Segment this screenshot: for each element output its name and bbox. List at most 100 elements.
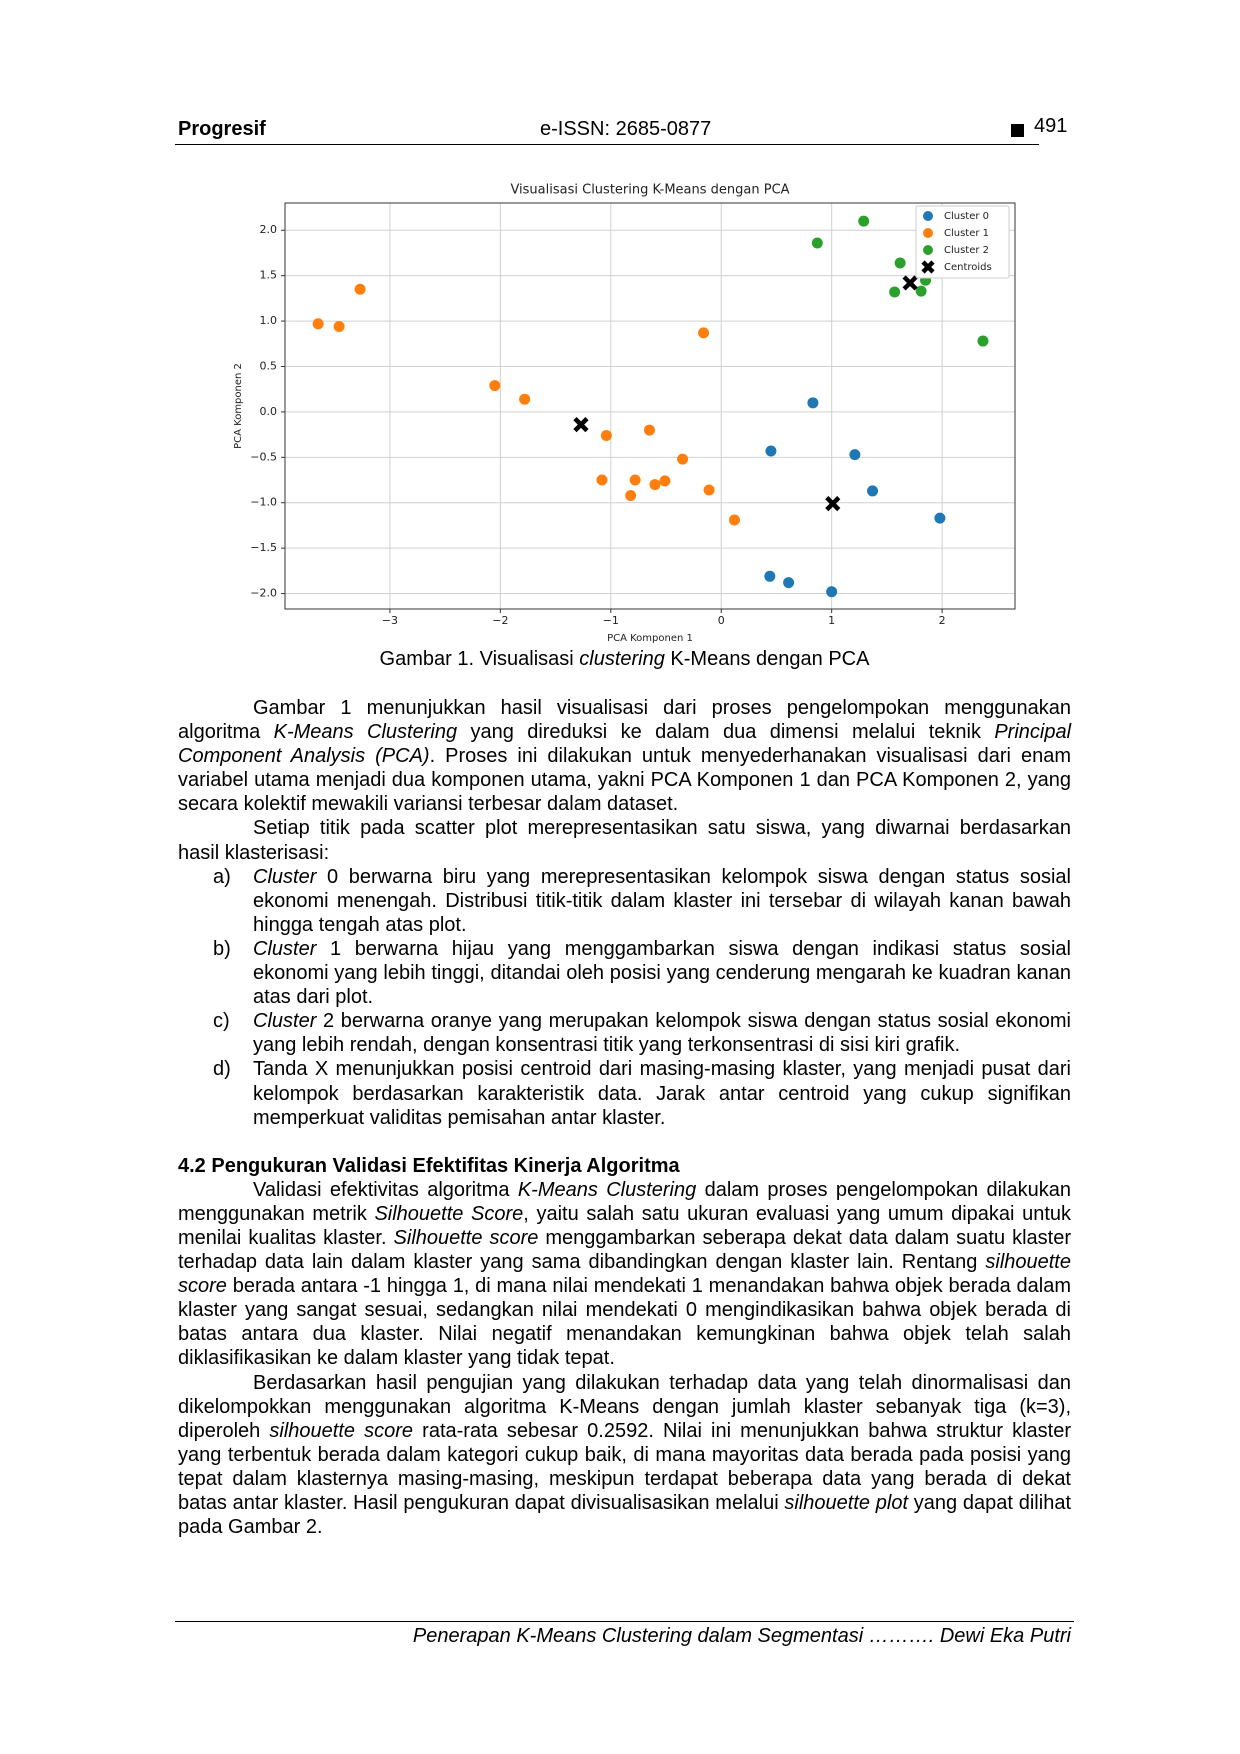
centroid [825, 496, 841, 512]
point [698, 327, 710, 339]
point [659, 475, 671, 487]
point [977, 335, 989, 347]
text-run: Berdasarkan hasil pengujian yang dilakuk… [178, 1371, 1071, 1442]
y-tick-label: 1.0 [260, 314, 278, 327]
point [858, 215, 870, 227]
point [867, 485, 879, 497]
y-tick-label: −1.5 [250, 541, 277, 554]
text-run: berada antara -1 hingga 1, di mana nilai… [178, 1275, 1071, 1370]
list-item: b) Cluster 1 berwarna hijau yang menggamb… [178, 937, 1071, 1009]
list-label: c) [213, 1010, 230, 1033]
text-run: rata-rata sebesar 0.2592. Nilai ini menu… [178, 1419, 1072, 1514]
text-run: 0 berwarna biru yang merepresentasikan k… [253, 865, 1071, 936]
point [625, 489, 637, 501]
y-tick-label: −0.5 [250, 450, 277, 463]
point [629, 474, 641, 486]
y-tick-label: −2.0 [250, 587, 277, 600]
text-run: , yaitu salah satu ukuran evaluasi yang … [178, 1202, 1072, 1249]
y-tick-label: 2.0 [260, 223, 278, 236]
page-number: 491 [1034, 115, 1068, 137]
y-tick-label: −1.0 [250, 496, 277, 509]
point [811, 237, 823, 249]
point [849, 449, 861, 461]
text-run: K-Means Clustering [273, 721, 458, 744]
text-run: clustering [579, 648, 665, 670]
list-label: d) [213, 1058, 231, 1081]
legend-label: Centroids [944, 262, 992, 273]
point [889, 286, 901, 298]
text-run: Principal Component Analysis (PCA) [178, 721, 1072, 768]
legend-label: Cluster 2 [944, 245, 989, 256]
point [894, 257, 906, 269]
point [807, 397, 819, 409]
point [703, 484, 715, 496]
text-run: Validasi efektivitas algoritma [253, 1178, 518, 1201]
footer: Penerapan K-Means Clustering dalam Segme… [412, 1625, 1071, 1647]
paragraph: Berdasarkan hasil pengujian yang dilakuk… [178, 1371, 1071, 1540]
text-run: silhouette score [178, 1251, 1071, 1298]
point [519, 393, 531, 405]
x-tick-label: −3 [382, 614, 398, 627]
text-run: yang direduksi ke dalam dua dimensi mela… [457, 721, 995, 744]
body-text: Gambar 1 menunjukkan hasil visualisasi d… [178, 696, 1071, 1539]
text-run: Cluster [253, 1010, 317, 1033]
text-run: menggambarkan seberapa dekat data dalam … [178, 1226, 1072, 1274]
paragraph: Validasi efektivitas algoritma K-Means C… [178, 1178, 1071, 1371]
text-run: Silhouette score [393, 1226, 539, 1249]
text-run: Setiap titik pada scatter plot mereprese… [178, 817, 1071, 864]
list-text: Cluster 0 berwarna biru yang merepresent… [253, 865, 1071, 937]
list-text: Tanda X menunjukkan posisi centroid dari… [253, 1057, 1071, 1129]
point [489, 380, 501, 392]
point [783, 577, 795, 589]
x-tick-label: −2 [492, 614, 508, 627]
legend-label: Cluster 0 [944, 211, 989, 222]
chart-title: Visualisasi Clustering K-Means dengan PC… [510, 183, 789, 198]
point [643, 424, 655, 436]
x-tick-label: 0 [718, 614, 725, 627]
point [677, 453, 689, 465]
legend-marker [923, 211, 933, 221]
text-run: Tanda X menunjukkan posisi centroid dari… [253, 1058, 1071, 1129]
text-run: Cluster [253, 865, 317, 888]
text-run: dalam proses pengelompokan dilakukan men… [178, 1178, 1072, 1225]
list-item: d) Tanda X menunjukkan posisi centroid da… [178, 1057, 1071, 1129]
legend-box [915, 205, 1010, 279]
centroid [902, 275, 918, 291]
legend-marker [923, 245, 933, 255]
x-tick-label: 1 [828, 614, 835, 627]
x-tick-label: −1 [603, 614, 619, 627]
text-run: K-Means dengan PCA [664, 648, 870, 670]
text-run: Silhouette Score [374, 1202, 524, 1225]
list-text: Cluster 1 berwarna hijau yang menggambar… [253, 937, 1071, 1009]
point [934, 512, 946, 524]
y-tick-label: 0.0 [260, 405, 278, 418]
paragraph: Gambar 1 menunjukkan hasil visualisasi d… [178, 696, 1071, 816]
text-run: Gambar 1 menunjukkan hasil visualisasi d… [178, 697, 1071, 744]
text-run: silhouette score [269, 1419, 414, 1442]
legend-marker [923, 228, 933, 238]
list-text: Cluster 2 berwarna oranye yang merupakan… [253, 1009, 1071, 1057]
point [765, 445, 777, 457]
issn: e-ISSN: 2685-0877 [540, 118, 712, 140]
text-run: 1 berwarna hijau yang menggambarkan sisw… [253, 937, 1071, 1009]
text-run: 2 berwarna oranye yang merupakan kelompo… [253, 1010, 1071, 1057]
list-label: a) [213, 865, 231, 888]
point [826, 586, 838, 598]
point [596, 474, 608, 486]
plot-frame [284, 202, 1016, 610]
footer-rule [175, 1621, 1074, 1622]
chart: Visualisasi Clustering K-Means dengan PC… [233, 183, 1016, 644]
list-label: b) [213, 937, 231, 960]
header-square [1011, 124, 1024, 137]
x-axis-label: PCA Komponen 1 [607, 633, 693, 644]
section-heading: 4.2 Pengukuran Validasi Efektifitas Kine… [178, 1154, 680, 1177]
point [600, 430, 612, 442]
point [915, 285, 927, 297]
point [728, 514, 740, 526]
list: a) Cluster 0 berwarna biru yang mereprese… [178, 865, 1071, 1130]
text-run: silhouette plot [784, 1492, 909, 1514]
list-item: a) Cluster 0 berwarna biru yang mereprese… [178, 865, 1071, 937]
y-axis-label: PCA Komponen 2 [233, 363, 244, 449]
y-tick-label: 0.5 [260, 359, 278, 372]
